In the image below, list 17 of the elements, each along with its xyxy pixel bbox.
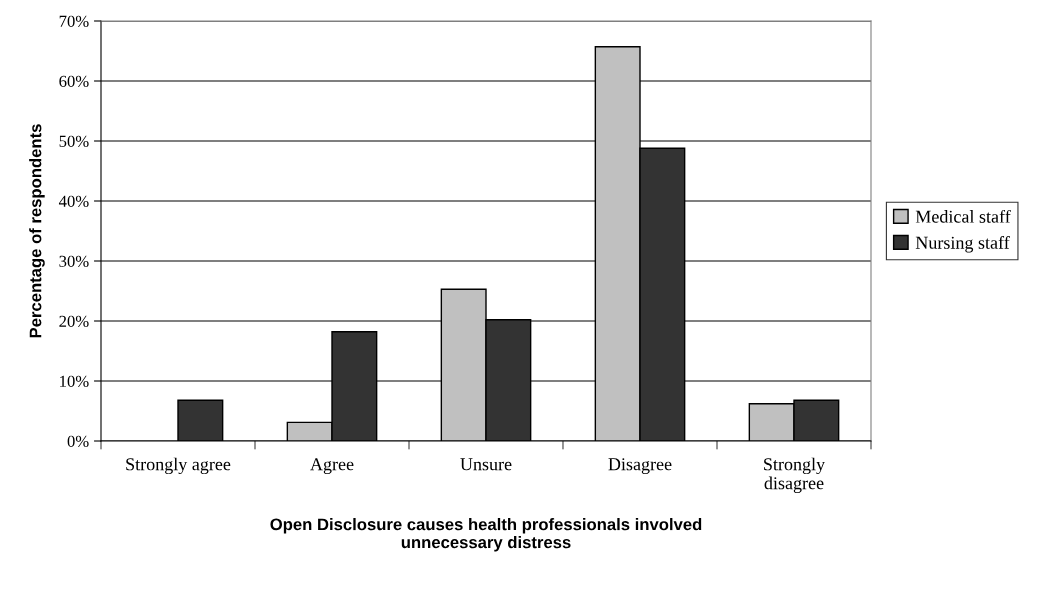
y-tick-label: 60%: [59, 75, 89, 87]
x-tick-label: Unsure: [460, 458, 512, 471]
y-tick-label: 10%: [60, 375, 89, 387]
y-tick-label: 20%: [59, 315, 89, 327]
legend-label: Medical staff: [915, 209, 1011, 223]
y-tick-label: 30%: [59, 255, 89, 267]
y-tick-label: 0%: [67, 435, 89, 447]
y-tick-label: 40%: [58, 195, 89, 207]
y-tick-label: 70%: [59, 15, 89, 27]
x-tick-label: Disagree: [608, 458, 672, 475]
x-axis-title: Open Disclosure causes health professionals involved unnecessary distress: [270, 518, 702, 552]
x-tick-label: Agree: [310, 458, 354, 475]
y-axis-title: Percentage of respondents: [29, 124, 45, 338]
x-tick-label: Strongly agree: [126, 457, 231, 475]
x-tick-label: Strongly disagree: [764, 457, 826, 494]
y-tick-label: 50%: [59, 135, 89, 147]
legend-label: Nursing staff: [915, 235, 1010, 253]
